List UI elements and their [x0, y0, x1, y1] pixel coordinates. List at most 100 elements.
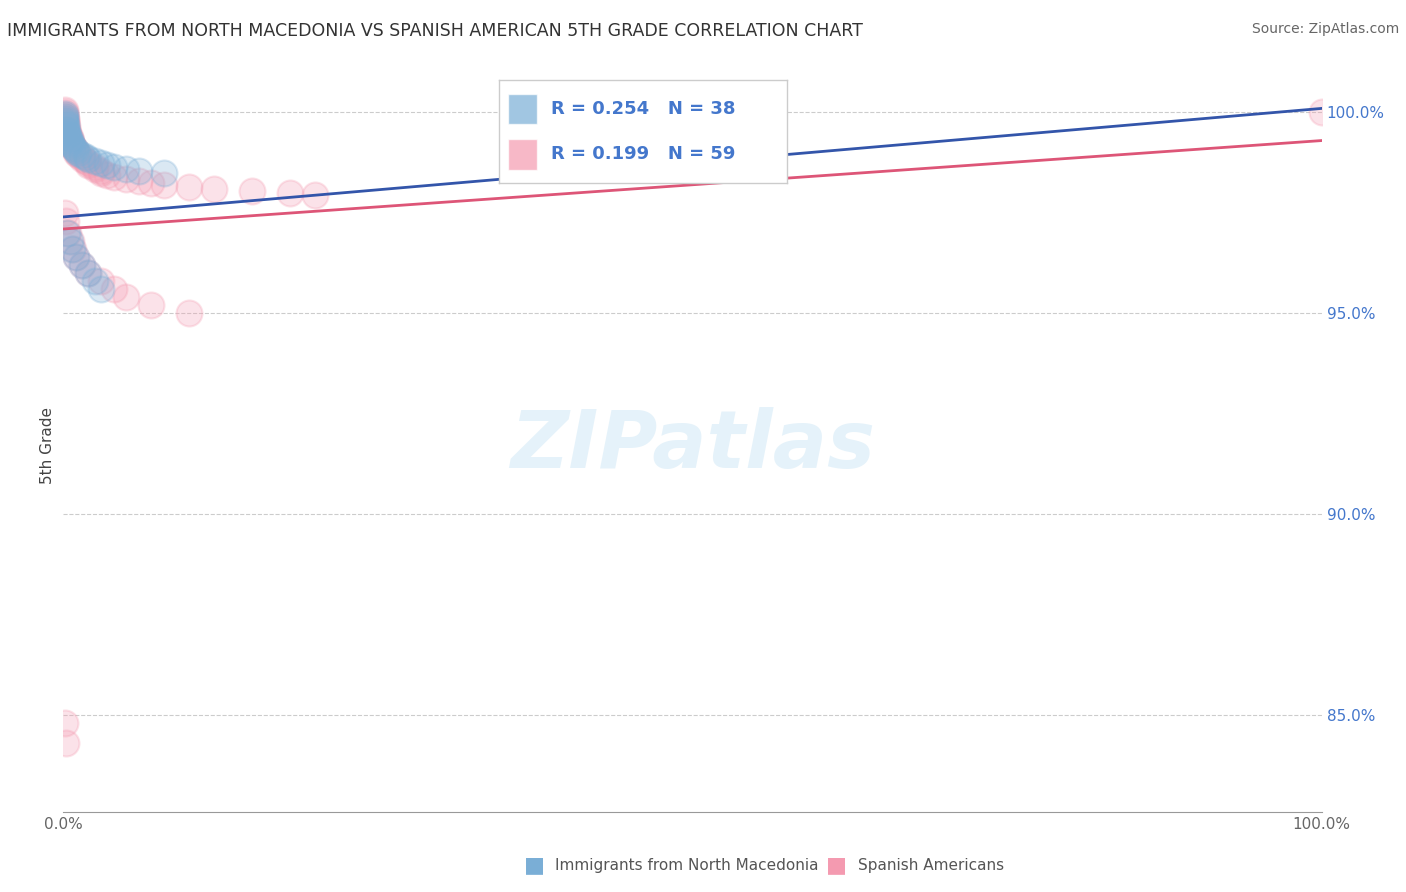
Point [56, 123, 79, 137]
Point [179, 306, 201, 320]
Text: Immigrants from North Macedonia: Immigrants from North Macedonia [555, 858, 818, 872]
Point [58, 126, 80, 140]
Point [75, 153, 97, 168]
Point [65, 145, 87, 160]
Text: ZIPatlas: ZIPatlas [510, 407, 875, 485]
Text: Spanish Americans: Spanish Americans [858, 858, 1004, 872]
Point [55, 214, 77, 228]
Point [53, 103, 76, 118]
Point [56, 226, 79, 240]
Point [59, 136, 82, 150]
Point [53, 206, 76, 220]
Point [53, 105, 76, 120]
Point [53, 716, 76, 731]
Point [55, 112, 77, 126]
Point [128, 174, 150, 188]
Point [58, 129, 80, 144]
Point [55, 736, 77, 750]
Point [83, 161, 105, 176]
Point [53, 110, 76, 124]
Point [55, 115, 77, 129]
Point [53, 110, 76, 124]
Point [67, 145, 90, 160]
Point [278, 186, 301, 200]
Point [96, 158, 118, 172]
Y-axis label: 5th Grade: 5th Grade [39, 408, 55, 484]
Point [62, 139, 84, 153]
Point [53, 113, 76, 128]
Point [65, 250, 87, 264]
Point [115, 290, 138, 304]
Point [58, 226, 80, 240]
Text: ■: ■ [524, 855, 544, 875]
Point [128, 163, 150, 178]
Text: R = 0.199   N = 59: R = 0.199 N = 59 [551, 145, 735, 163]
Point [90, 163, 112, 178]
Point [55, 118, 77, 132]
Point [59, 234, 82, 248]
Point [55, 121, 77, 136]
Point [55, 118, 77, 132]
Point [115, 161, 138, 176]
Point [70, 258, 93, 272]
Point [65, 144, 87, 158]
Point [153, 178, 176, 192]
Point [96, 168, 118, 182]
Point [62, 242, 84, 256]
Point [77, 155, 100, 169]
Point [60, 137, 83, 152]
Point [58, 131, 80, 145]
Point [90, 282, 112, 296]
Point [56, 121, 79, 136]
Point [58, 128, 80, 142]
Point [153, 166, 176, 180]
Point [90, 166, 112, 180]
Point [83, 274, 105, 288]
Point [70, 152, 93, 166]
Point [58, 128, 80, 142]
Point [56, 123, 79, 137]
Bar [508, 139, 537, 169]
Point [115, 171, 138, 186]
Point [304, 187, 326, 202]
Point [103, 169, 125, 184]
Text: Source: ZipAtlas.com: Source: ZipAtlas.com [1251, 22, 1399, 37]
Text: R = 0.254   N = 38: R = 0.254 N = 38 [551, 100, 735, 118]
Point [77, 158, 100, 172]
Point [63, 142, 86, 156]
Point [56, 126, 79, 140]
Point [83, 160, 105, 174]
Point [70, 147, 93, 161]
Point [62, 139, 84, 153]
Point [59, 136, 82, 150]
Point [1310, 105, 1333, 120]
Point [58, 129, 80, 144]
Point [202, 182, 225, 196]
Point [58, 131, 80, 145]
Point [75, 150, 97, 164]
Text: ■: ■ [827, 855, 846, 875]
Point [240, 184, 263, 198]
Point [60, 242, 83, 256]
Point [58, 134, 80, 148]
Point [58, 234, 80, 248]
Point [65, 144, 87, 158]
Point [53, 112, 76, 126]
Point [53, 107, 76, 121]
Point [60, 137, 83, 152]
Point [77, 152, 100, 166]
Point [70, 150, 93, 164]
Point [103, 282, 125, 296]
Point [90, 274, 112, 288]
Point [55, 113, 77, 128]
Point [53, 107, 76, 121]
Point [55, 120, 77, 134]
Text: IMMIGRANTS FROM NORTH MACEDONIA VS SPANISH AMERICAN 5TH GRADE CORRELATION CHART: IMMIGRANTS FROM NORTH MACEDONIA VS SPANI… [7, 22, 863, 40]
Point [67, 147, 90, 161]
Point [65, 250, 87, 264]
Point [141, 176, 163, 190]
Point [77, 266, 100, 280]
Point [70, 258, 93, 272]
Point [90, 155, 112, 169]
Bar [508, 94, 537, 124]
